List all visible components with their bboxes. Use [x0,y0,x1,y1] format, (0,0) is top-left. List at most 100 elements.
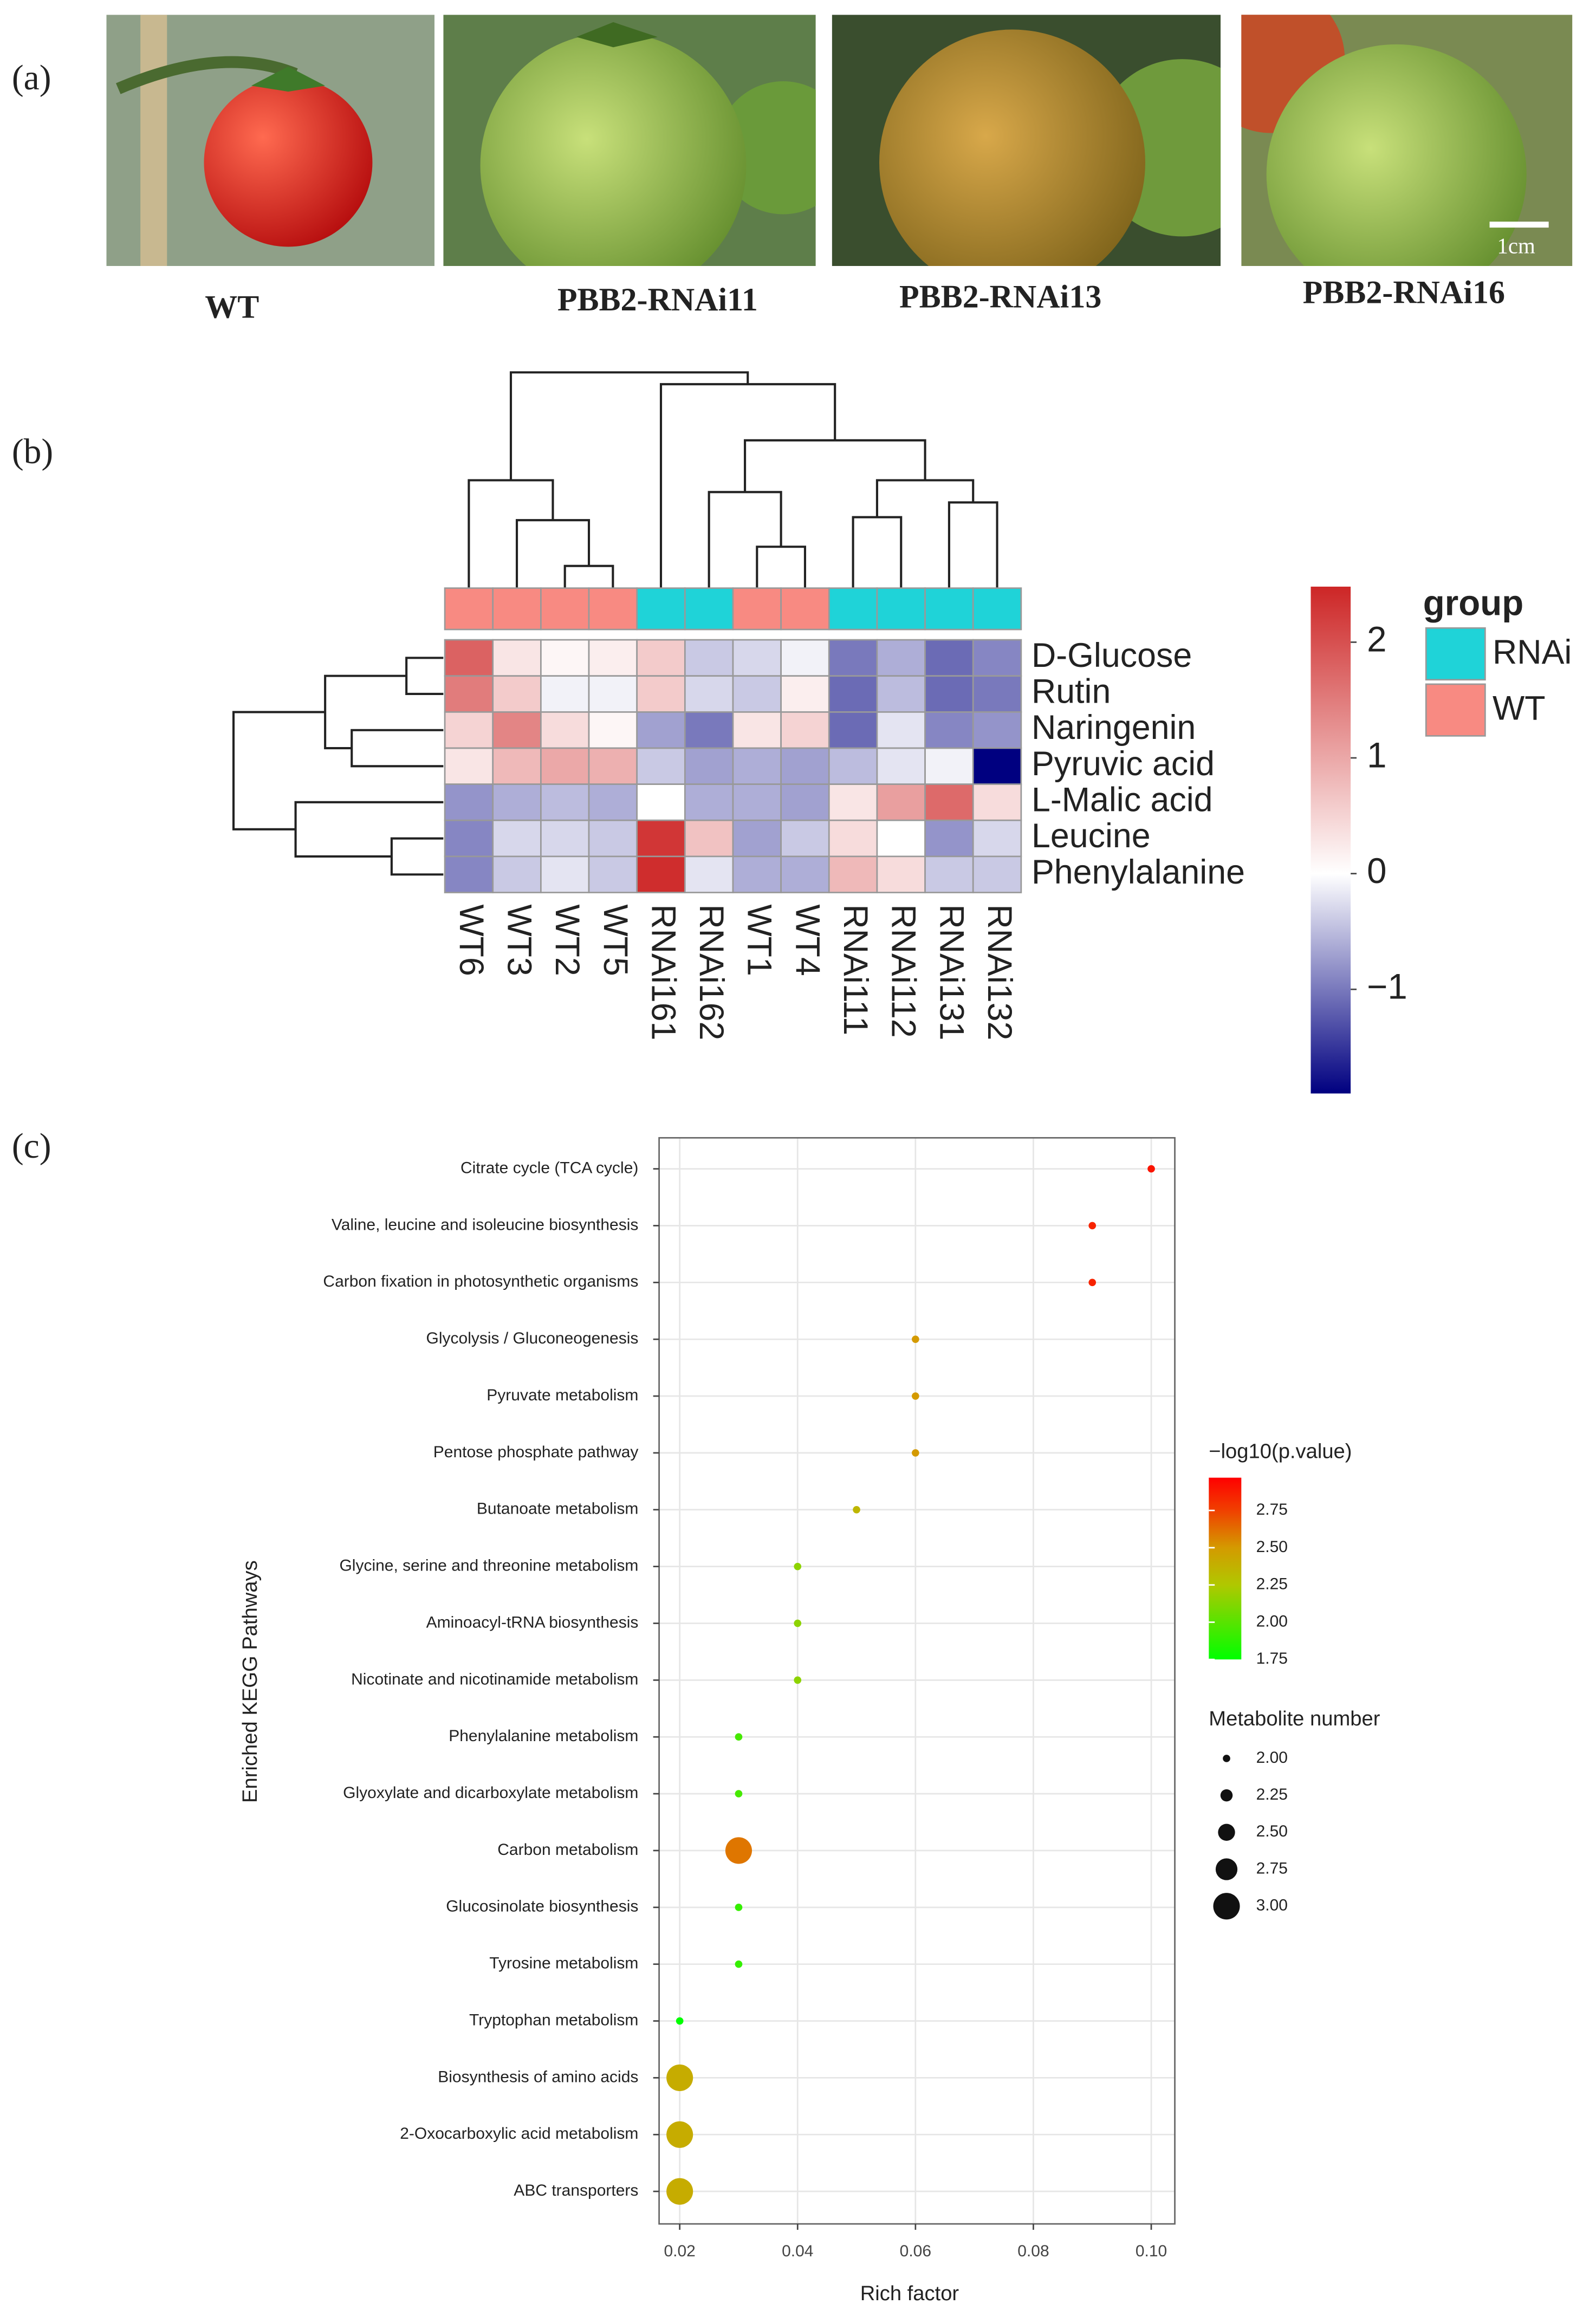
row-label: Pyruvic acid [1031,745,1215,783]
legend-swatch [1425,683,1486,737]
dot [794,1619,802,1627]
x-tick-label: 0.10 [1136,2242,1167,2260]
colorbar-tick-label: 1.75 [1256,1650,1288,1667]
y-tick-label: Valine, leucine and isoleucine biosynthe… [332,1216,638,1234]
y-tick-label: ABC transporters [514,2182,638,2199]
dot [666,2178,693,2205]
heatmap-cell [828,855,878,893]
heatmap-cell [972,819,1022,858]
heatmap-cell [444,675,494,713]
heatmap-cell [636,639,686,677]
y-axis-label: Enriched KEGG Pathways [238,1560,262,1803]
y-tick-label: Glyoxylate and dicarboxylate metabolism [343,1784,638,1802]
heatmap-cell [444,819,494,858]
x-tick-label: 0.02 [664,2242,695,2260]
row-label: Rutin [1031,673,1111,711]
scale-bar-label: 1cm [1497,234,1535,258]
heatmap-cell [828,675,878,713]
heatmap-cell [780,819,830,858]
heatmap-cell [780,855,830,893]
heatmap-cell [924,747,974,785]
row-dendrogram [232,657,444,876]
heatmap-cell [732,819,782,858]
legend-dot [1218,1823,1235,1841]
legend-dot [1215,1858,1238,1880]
heatmap-cell [684,747,734,785]
column-label: WT5 [596,904,634,976]
heatmap-cell [636,747,686,785]
heatmap-cell [780,675,830,713]
column-label: RNAi131 [932,904,970,1040]
photo [443,15,816,266]
heatmap-cell [876,855,926,893]
y-tick-label: Nicotinate and nicotinamide metabolism [351,1670,638,1688]
row-label: L-Malic acid [1031,781,1213,819]
heatmap-cell [540,783,590,821]
column-dendrogram [468,371,998,588]
column-label: RNAi132 [981,904,1018,1040]
dot [1088,1278,1097,1287]
column-label: WT1 [741,904,778,976]
heatmap-cell [444,783,494,821]
dot [735,1960,743,1968]
group-annotation [636,587,686,631]
dot [666,2121,693,2148]
group-annotation [972,587,1022,631]
heatmap-cell [684,675,734,713]
heatmap-cell [684,855,734,893]
heatmap-cell [492,783,542,821]
photo-caption: PBB2-RNAi11 [557,282,758,317]
heatmap-cell [732,675,782,713]
heatmap-cell [636,711,686,749]
heatmap-cell [492,675,542,713]
row-label: Phenylalanine [1031,853,1245,891]
heatmap-cell [972,639,1022,677]
y-tick-label: Aminoacyl-tRNA biosynthesis [426,1613,639,1631]
column-label: RNAi161 [644,904,682,1040]
heatmap-cell [924,639,974,677]
group-annotation [540,587,590,631]
heatmap-cell [972,747,1022,785]
y-tick-label: Phenylalanine metabolism [449,1727,638,1745]
heatmap-cell [924,675,974,713]
legend-title: Metabolite number [1209,1707,1380,1730]
group-annotation [828,587,878,631]
photo-caption: WT [205,289,259,325]
photo [106,15,434,266]
colorbar [1209,1477,1242,1660]
heatmap-cell [540,639,590,677]
colorbar-tick-label: 2.25 [1256,1575,1288,1593]
heatmap-cell [684,783,734,821]
heatmap-cell [876,711,926,749]
legend-label: RNAi [1493,633,1572,671]
heatmap-cell [444,711,494,749]
heatmap-cell [492,819,542,858]
heatmap-cell [684,819,734,858]
dot [794,1562,802,1570]
heatmap-cell [588,711,638,749]
heatmap-cell [876,783,926,821]
heatmap-cell [780,783,830,821]
heatmap-cell [876,675,926,713]
legend-dot [1213,1893,1240,1920]
group-annotation [588,587,638,631]
colorbar-tick-label: 1 [1367,735,1386,775]
legend-dot [1223,1755,1230,1762]
heatmap-cell [732,747,782,785]
legend-label: 2.50 [1256,1822,1288,1840]
heatmap-cell [828,747,878,785]
photo-caption: PBB2-RNAi13 [899,278,1101,314]
y-tick-label: Carbon metabolism [497,1841,638,1859]
dot [735,1904,743,1911]
heatmap-cell [924,855,974,893]
y-tick-label: Butanoate metabolism [477,1500,639,1518]
colorbar-tick-label: 0 [1367,851,1386,891]
dot [735,1733,743,1741]
heatmap-cell [780,711,830,749]
heatmap-cell [492,639,542,677]
y-tick-label: 2-Oxocarboxylic acid metabolism [400,2125,638,2143]
row-label: Leucine [1031,817,1151,855]
y-tick-label: Pentose phosphate pathway [433,1443,639,1461]
